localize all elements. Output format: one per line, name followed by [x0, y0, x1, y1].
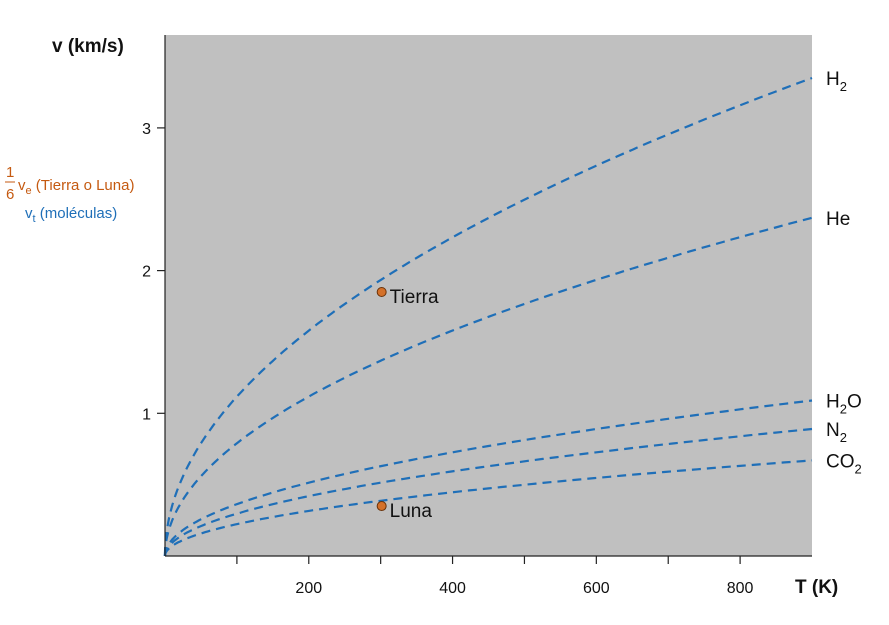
series-label-h2: H2 — [826, 69, 847, 94]
axes-group — [164, 35, 812, 557]
legend-entry-thermal: vt (moléculas) — [25, 205, 117, 225]
point-label-tierra: Tierra — [390, 287, 439, 308]
legend-fraction-denominator: 6 — [6, 186, 14, 203]
plot-area — [165, 35, 812, 556]
x-tick-label: 800 — [727, 580, 754, 597]
legend-thermal-text: (moléculas) — [36, 205, 118, 222]
x-axis-title: T (K) — [795, 577, 838, 598]
series-curve-co2 — [163, 459, 813, 556]
curves-group — [163, 76, 813, 556]
x-tick-label: 200 — [295, 580, 322, 597]
legend-escape-subscript: e — [26, 185, 32, 197]
legend-escape-symbol: v — [18, 177, 26, 194]
series-label-co2: CO2 — [826, 451, 862, 476]
series-labels-group: H2 He H2O N2 CO2 — [826, 69, 862, 476]
legend: 1 6 ve (Tierra o Luna) vt (moléculas) — [5, 164, 134, 225]
x-tick-label: 400 — [439, 580, 466, 597]
series-label-n2: N2 — [826, 420, 847, 445]
point-tierra — [376, 287, 387, 298]
ticks-group: 200 400 600 800 1 2 3 — [142, 121, 753, 597]
series-curve-he — [163, 216, 813, 556]
x-tick-label: 600 — [583, 580, 610, 597]
legend-escape-text: (Tierra o Luna) — [32, 177, 135, 194]
y-axis-title: v (km/s) — [52, 36, 124, 57]
legend-thermal-symbol: v — [25, 205, 33, 222]
points-group: Tierra Luna — [376, 287, 439, 522]
series-curve-h2o — [163, 399, 813, 556]
legend-thermal-subscript: t — [33, 213, 36, 225]
series-label-h2o: H2O — [826, 391, 862, 416]
y-tick-label: 3 — [142, 121, 151, 138]
y-tick-label: 2 — [142, 264, 151, 281]
series-curve-n2 — [163, 427, 813, 556]
series-label-he: He — [826, 209, 850, 230]
point-luna — [376, 501, 387, 512]
legend-entry-escape: ve (Tierra o Luna) — [18, 177, 134, 197]
legend-fraction-numerator: 1 — [6, 164, 14, 181]
point-label-luna: Luna — [390, 501, 433, 522]
series-curve-h2 — [163, 76, 813, 556]
y-tick-label: 1 — [142, 406, 151, 423]
